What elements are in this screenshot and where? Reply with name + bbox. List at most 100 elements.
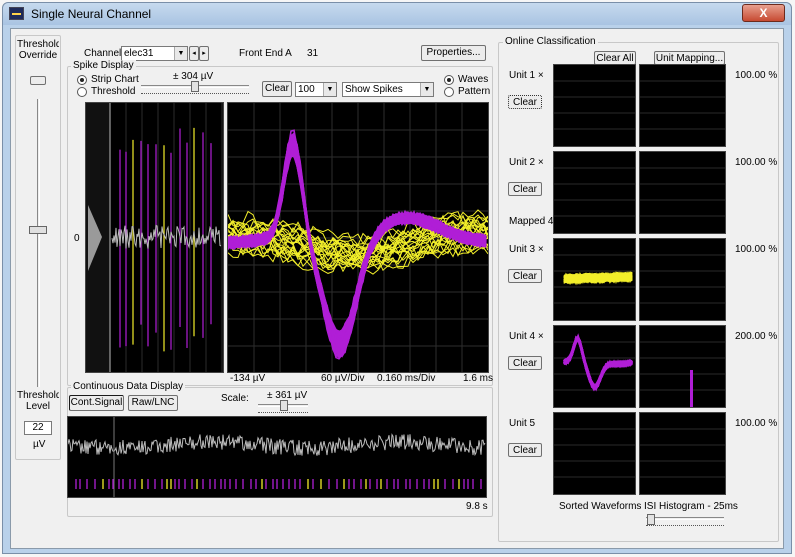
unit-waveform-trace xyxy=(563,339,633,390)
unit-sorted-canvas xyxy=(554,254,635,304)
strip-spike-lines xyxy=(119,127,212,352)
waves-radio[interactable] xyxy=(444,75,454,85)
waveform-unit4-traces xyxy=(228,129,487,360)
threshold-radio[interactable] xyxy=(77,87,87,97)
threshold-slider-track[interactable] xyxy=(37,99,40,387)
unit-percent-label: 100.00 % xyxy=(735,157,778,168)
show-mode-select[interactable]: Show Spikes ▼ xyxy=(342,82,434,97)
chevron-down-icon[interactable]: ▼ xyxy=(323,83,336,96)
threshold-override-label: Threshold Override xyxy=(17,39,59,61)
waveform-ms-div-label: 0.160 ms/Div xyxy=(377,373,436,384)
online-classification-group xyxy=(498,42,779,542)
threshold-level-label: Threshold Level xyxy=(17,390,59,412)
spike-display-group xyxy=(67,66,493,386)
app-icon xyxy=(9,7,24,20)
isi-histogram-label: ISI Histogram - 25ms xyxy=(644,501,738,512)
cont-scale-thumb[interactable] xyxy=(280,400,288,411)
chevron-down-icon[interactable]: ▼ xyxy=(174,47,187,60)
frontend-label: Front End A xyxy=(239,48,292,59)
unit-sorted-waveform-panel[interactable] xyxy=(553,151,636,234)
unit-clear-button[interactable]: Clear xyxy=(508,182,542,196)
unit-sorted-waveform-panel[interactable] xyxy=(553,238,636,321)
channel-next-button[interactable]: ▸ xyxy=(199,46,209,61)
spike-clear-button[interactable]: Clear xyxy=(262,81,292,97)
unit-isi-canvas xyxy=(640,167,725,217)
waves-label: Waves xyxy=(458,74,489,85)
waveform-uv-div-label: 60 µV/Div xyxy=(321,373,365,384)
unit-name-label: Unit 1 × xyxy=(509,70,544,81)
unit-name-label: Unit 4 × xyxy=(509,331,544,342)
strip-chart-label: Strip Chart xyxy=(91,74,139,85)
unit-percent-label: 100.00 % xyxy=(735,244,778,255)
unit-sorted-waveform-panel[interactable] xyxy=(553,64,636,147)
unit-isi-canvas xyxy=(640,254,725,304)
cont-duration-label: 9.8 s xyxy=(466,501,488,512)
spike-scale-ticks xyxy=(141,90,249,94)
unit-sorted-waveform-panel[interactable] xyxy=(553,412,636,495)
unit-name-label: Unit 3 × xyxy=(509,244,544,255)
unit-waveform-trace xyxy=(563,271,633,284)
frontend-value: 31 xyxy=(307,48,319,59)
unit-isi-histogram-panel[interactable] xyxy=(639,64,726,147)
threshold-value-field[interactable]: 22 xyxy=(24,421,52,435)
unit-percent-label: 100.00 % xyxy=(735,418,778,429)
cont-signal-button[interactable]: Cont.Signal xyxy=(69,395,124,411)
cont-scale-value: ± 361 µV xyxy=(267,390,308,401)
title-bar[interactable]: Single Neural Channel X xyxy=(3,3,791,25)
unit-clear-button[interactable]: Clear xyxy=(508,269,542,283)
raw-lnc-button[interactable]: Raw/LNC xyxy=(128,395,178,411)
unit-sorted-waveform-panel[interactable] xyxy=(553,325,636,408)
unit-sorted-canvas xyxy=(554,333,635,392)
strip-chart-radio[interactable] xyxy=(77,75,87,85)
isi-bar xyxy=(690,370,693,407)
unit-isi-histogram-panel[interactable] xyxy=(639,412,726,495)
unit-clear-button[interactable]: Clear xyxy=(508,356,542,370)
unit-waveform-trace xyxy=(563,272,633,285)
clear-all-button[interactable]: Clear All xyxy=(594,51,636,65)
close-button[interactable]: X xyxy=(742,4,785,22)
strip-noise-trace xyxy=(111,224,222,249)
threshold-radio-label: Threshold xyxy=(91,86,136,97)
isi-slider[interactable] xyxy=(646,517,724,520)
unit-isi-histogram-panel[interactable] xyxy=(639,238,726,321)
pattern-label: Pattern xyxy=(458,86,491,97)
purple-waveform-trace xyxy=(228,138,487,357)
unit-clear-button[interactable]: Clear xyxy=(508,95,542,109)
unit-sorted-canvas xyxy=(554,80,635,130)
spike-count-select[interactable]: 100 ▼ xyxy=(295,82,337,97)
channel-select[interactable]: elec31 ▼ xyxy=(121,46,188,61)
properties-button[interactable]: Properties... xyxy=(421,45,486,61)
isi-slider-ticks xyxy=(646,522,724,526)
threshold-triangle xyxy=(88,205,102,271)
unit-isi-histogram-panel[interactable] xyxy=(639,151,726,234)
continuous-display[interactable] xyxy=(67,416,487,498)
waveform-display[interactable] xyxy=(227,102,489,373)
waveform-ymin-label: -134 µV xyxy=(230,373,266,384)
unit-name-label: Unit 5 xyxy=(509,418,536,429)
unit-isi-canvas xyxy=(640,80,725,130)
strip-chart-display[interactable] xyxy=(85,102,224,373)
client-area: Threshold Override Threshold Level 22 µV… xyxy=(10,28,784,549)
channel-prev-button[interactable]: ◂ xyxy=(189,46,199,61)
spike-display-label: Spike Display xyxy=(71,60,136,71)
spike-scale-value: ± 304 µV xyxy=(173,71,214,82)
spike-scale-thumb[interactable] xyxy=(191,81,199,92)
unit-isi-canvas xyxy=(640,428,725,478)
unit-sorted-canvas xyxy=(554,167,635,217)
scale-label: Scale: xyxy=(221,393,249,404)
unit-isi-histogram-panel[interactable] xyxy=(639,325,726,408)
online-classification-label: Online Classification xyxy=(503,36,598,47)
unit-clear-button[interactable]: Clear xyxy=(508,443,542,457)
pattern-radio[interactable] xyxy=(444,87,454,97)
sorted-waveforms-label: Sorted Waveforms xyxy=(559,501,642,512)
threshold-unit: µV xyxy=(33,439,46,450)
chevron-down-icon[interactable]: ▼ xyxy=(420,83,433,96)
threshold-override-button[interactable] xyxy=(30,76,46,85)
isi-slider-thumb[interactable] xyxy=(647,514,655,525)
unit-sorted-canvas xyxy=(554,428,635,478)
threshold-slider-thumb[interactable] xyxy=(29,226,47,234)
unit-mapped-label: Mapped 4 xyxy=(509,216,554,227)
unit-mapping-button[interactable]: Unit Mapping... xyxy=(654,51,725,65)
spike-count-value: 100 xyxy=(298,84,315,95)
